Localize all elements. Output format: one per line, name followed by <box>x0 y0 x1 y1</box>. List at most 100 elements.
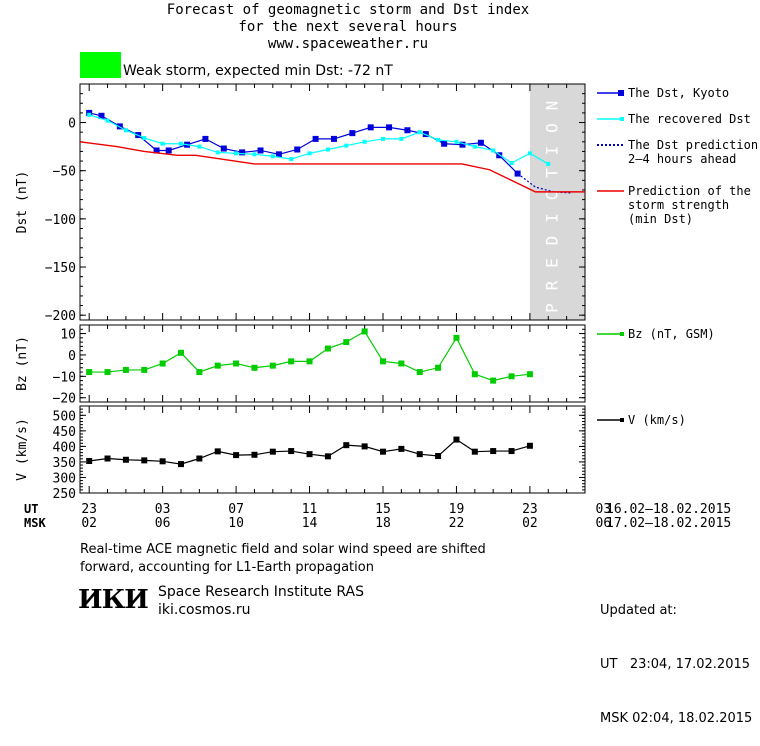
dst-y-tick-label: −100 <box>45 213 76 228</box>
dst-series-1-point <box>289 157 294 162</box>
bz-series-0-point <box>104 369 111 376</box>
dst-series-1-point <box>215 150 220 155</box>
v-series-0-point <box>104 455 111 462</box>
v-series-0-point <box>453 436 460 443</box>
dst-series-1-point <box>325 147 330 152</box>
dst-series-0-point <box>202 135 209 142</box>
bz-series-0-point <box>380 358 386 365</box>
updated-msk: MSK 02:04, 18.02.2015 <box>600 711 753 726</box>
storm-color-swatch <box>80 52 121 78</box>
bz-series-0-point <box>361 328 368 335</box>
msk-tick-label: 02 <box>522 516 538 531</box>
bz-y-tick-label: 0 <box>68 349 76 364</box>
bz-y-axis-label: Bz (nT) <box>15 336 30 391</box>
v-series-0-point <box>435 453 442 460</box>
dst-series-1-point <box>160 141 165 146</box>
dst-series-0-point <box>312 135 319 142</box>
prediction-letter: P <box>542 303 561 313</box>
msk-tick-label: 22 <box>449 516 465 531</box>
v-series-0-point <box>416 451 423 458</box>
prediction-band <box>529 84 585 320</box>
ut-date-range: 16.02–18.02.2015 <box>606 502 731 517</box>
v-series-0-point <box>306 451 313 458</box>
v-series-0-point <box>380 448 386 455</box>
v-y-tick-label: 450 <box>53 425 76 440</box>
updated-label: Updated at: <box>600 603 677 618</box>
bz-series-0-point <box>416 369 423 376</box>
dst-series-0-point <box>153 147 160 154</box>
dst-series-1-point <box>546 161 551 166</box>
dst-series-1-point <box>307 151 312 156</box>
legend-bz-label: Bz (nT, GSM) <box>628 327 715 341</box>
iki-logo: ИКИ <box>78 585 149 615</box>
dst-series-1-point <box>399 136 404 141</box>
dst-series-0-point <box>441 140 448 147</box>
v-y-tick-label: 500 <box>53 409 76 424</box>
dst-y-tick-label: −200 <box>45 309 76 324</box>
bz-plot-frame <box>79 324 586 403</box>
legend-bz-marker <box>620 332 624 336</box>
bz-series-0-point <box>122 366 129 373</box>
dst-series-1-line <box>89 114 549 165</box>
prediction-letter: E <box>542 258 561 268</box>
v-y-tick-label: 300 <box>53 471 76 486</box>
bz-series-0-point <box>471 371 478 378</box>
bz-series-0-point <box>269 362 276 369</box>
msk-tick-label: 14 <box>302 516 318 531</box>
ut-tick-label: 03 <box>155 502 171 517</box>
institute-info: Space Research Institute RAS iki.cosmos.… <box>158 583 364 619</box>
storm-label: Weak storm, expected min Dst: -72 nT <box>123 63 393 79</box>
bz-series-0-point <box>251 364 258 371</box>
dst-series-1-point <box>362 139 367 144</box>
bz-series-0-point <box>398 360 405 367</box>
dst-series-0-point <box>275 151 282 158</box>
legend-storm-strength-label: (min Dst) <box>628 212 693 226</box>
dst-series-0-point <box>220 145 227 152</box>
dst-series-1-point <box>436 137 441 142</box>
v-y-tick-label: 400 <box>53 440 76 455</box>
v-y-axis-label: V (km/s) <box>15 418 30 481</box>
legend-recovered-dst-marker <box>620 117 624 121</box>
ut-axis-label: UT <box>24 502 38 516</box>
dst-series-0-point <box>367 124 374 131</box>
dst-series-1-point <box>142 135 147 140</box>
dst-series-1-point <box>344 143 349 148</box>
chart-header: Forecast of geomagnetic storm and Dst in… <box>0 2 760 53</box>
dst-y-tick-label: −50 <box>53 165 76 180</box>
prediction-letter: I <box>542 213 561 223</box>
dst-series-1-point <box>234 151 239 156</box>
dst-series-1-point <box>87 112 92 117</box>
dst-series-1-point <box>270 154 275 159</box>
updated-ut: UT 23:04, 17.02.2015 <box>600 657 751 672</box>
dst-series-1-point <box>381 136 385 141</box>
dst-series-1-point <box>454 139 459 144</box>
dst-series-1-point <box>123 128 128 133</box>
bz-series-0-point <box>159 360 166 367</box>
dst-series-0-point <box>98 112 105 119</box>
forecast-chart: P R E D I C T I O N 0 −50 −100 −150 −200 Dst (nT) 10 0 −10… <box>15 83 758 531</box>
msk-date-range: 17.02–18.02.2015 <box>606 516 731 531</box>
dst-series-1-point <box>197 144 202 149</box>
bz-series-0-point <box>343 339 350 346</box>
dst-y-tick-label: 0 <box>68 117 76 132</box>
dst-series-0-point <box>459 141 466 148</box>
bz-series-0-point <box>453 334 460 341</box>
prediction-letter: C <box>542 191 561 201</box>
chart-title: Forecast of geomagnetic storm and Dst in… <box>166 2 530 18</box>
bz-series-0-point <box>306 358 313 365</box>
v-series-0-point <box>398 445 405 452</box>
dst-series-3-line <box>79 141 585 193</box>
dst-series-1-point <box>491 148 496 153</box>
dst-series-1-point <box>509 160 514 165</box>
msk-tick-label: 10 <box>228 516 244 531</box>
prediction-letter: T <box>542 168 561 178</box>
v-y-tick-label: 250 <box>53 487 76 502</box>
institute-site[interactable]: iki.cosmos.ru <box>158 602 251 618</box>
footnote-line-1: Real-time ACE magnetic field and solar w… <box>80 542 486 557</box>
ut-tick-label: 11 <box>302 502 318 517</box>
dst-series-0-point <box>257 147 264 154</box>
v-series-0-point <box>508 448 515 455</box>
prediction-letter: R <box>542 280 561 290</box>
source-url[interactable]: www.spaceweather.ru <box>267 36 429 52</box>
dst-series-1-point <box>179 141 183 146</box>
